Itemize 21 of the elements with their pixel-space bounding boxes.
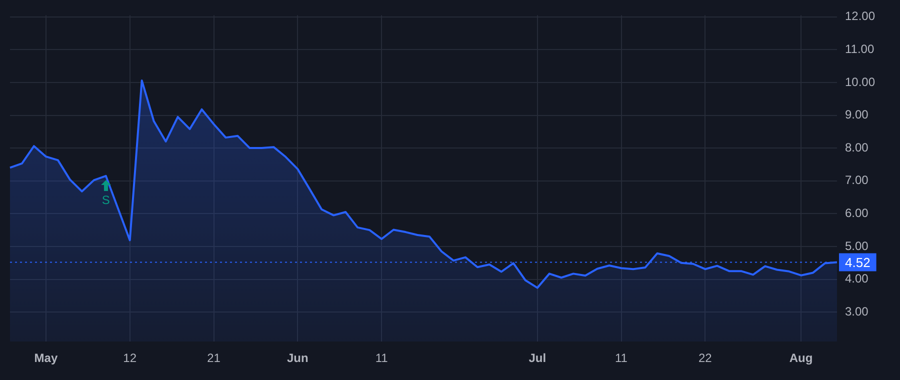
- x-tick-label: Jul: [528, 351, 546, 366]
- ref-line-label: 4.52: [845, 254, 870, 270]
- x-tick-label: 11: [375, 351, 388, 366]
- annotation: S: [102, 192, 110, 207]
- y-tick-label: 12.00: [845, 9, 876, 24]
- y-tick-label: 6.00: [845, 206, 869, 220]
- y-tick-label: 10.00: [845, 74, 876, 89]
- y-tick-label: 3.00: [845, 304, 869, 318]
- y-tick-label: 7.00: [845, 173, 869, 188]
- x-tick-label: Jun: [286, 351, 308, 366]
- x-tick-label: Aug: [789, 351, 813, 366]
- y-tick-label: 5.00: [845, 238, 869, 253]
- x-tick-label: May: [34, 351, 58, 366]
- y-tick-label: 4.00: [845, 272, 869, 286]
- y-tick-label: 11.00: [845, 42, 874, 56]
- x-tick-label: 11: [615, 351, 628, 366]
- x-tick-label: 12: [123, 351, 137, 366]
- x-tick-label: 21: [207, 351, 221, 366]
- x-tick-label: 22: [698, 351, 712, 366]
- y-tick-label: 8.00: [845, 140, 869, 154]
- y-tick-label: 9.00: [845, 108, 869, 122]
